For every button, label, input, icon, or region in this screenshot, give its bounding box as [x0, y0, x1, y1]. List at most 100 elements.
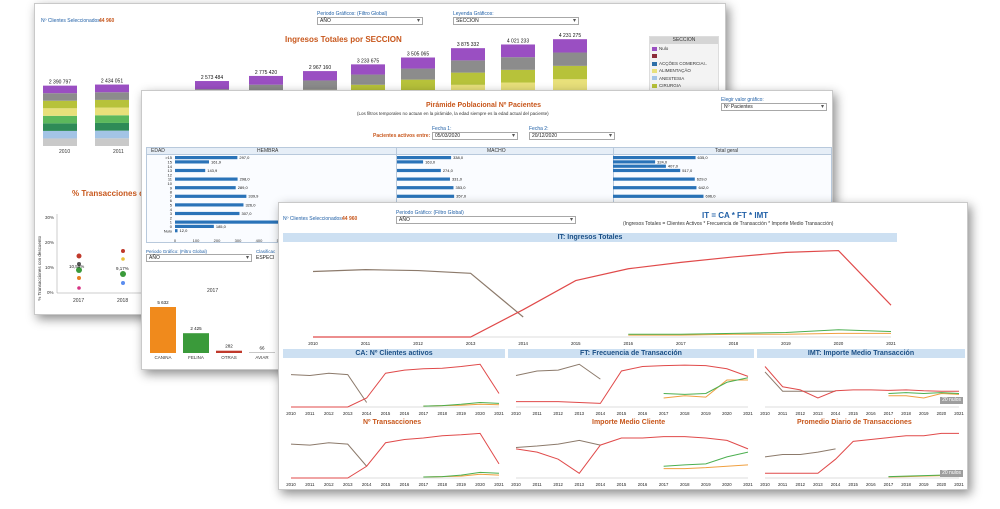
clientes-seleccionados-value: 44 960	[99, 18, 115, 24]
leyenda-label: Leyenda Gráficos:	[453, 11, 494, 17]
leyenda-select[interactable]: SECCION	[453, 17, 579, 25]
year-tick: 2013	[343, 411, 353, 416]
especie-bar-chart: 5 632 CANINA 2 425 FELINA 282 OTRAS 66 AVIAR	[150, 300, 275, 360]
bar-value-label: 2 390 797	[49, 80, 71, 86]
total-value-label: 517,0	[682, 168, 693, 173]
age-label: 6	[170, 198, 173, 203]
red-series-line	[516, 364, 749, 404]
promedio-diario-panel: Promedio Diario de Transacciones 2010 201…	[757, 418, 965, 488]
nulos-badge: 20 nulos	[940, 397, 963, 404]
periodo-select[interactable]: AÑO	[146, 254, 252, 262]
pct-point	[120, 271, 126, 277]
periodo-select[interactable]: AÑO	[317, 17, 423, 25]
year-tick: 2016	[400, 411, 410, 416]
clasificacion-value[interactable]: ESPECI	[256, 255, 275, 261]
ft-frecuencia-line-chart: 2010 2011 2012 2013 2014 2015 2016 2017 2018 2019…	[511, 363, 753, 416]
year-tick: 2021	[494, 482, 504, 487]
piramide-title: Pirámide Poblacional Nº Pacientes	[426, 102, 541, 109]
hembra-value-label: 298,0	[240, 177, 251, 182]
year-tick: 2019	[919, 482, 929, 487]
legend-item[interactable]: ACÇÕES COMERCIAI..	[652, 61, 707, 66]
stack-segment	[501, 69, 535, 83]
legend-item[interactable]: ANESTESIA	[652, 76, 684, 81]
year-tick: 2010	[511, 411, 521, 416]
elegir-valor-select[interactable]: Nº Pacientes	[721, 103, 827, 111]
year-tick: 2016	[400, 482, 410, 487]
age-label: 7	[170, 194, 173, 199]
age-label: 8	[170, 190, 173, 195]
year-tick: 2017	[73, 298, 85, 304]
year-tick: 2017	[419, 482, 429, 487]
especie-value-label: 66	[259, 345, 265, 350]
year-tick: 2014	[596, 482, 606, 487]
panel-title: CA: Nº Clientes activos	[283, 349, 505, 358]
brown-series-line	[290, 372, 368, 403]
legend-item[interactable]: Nulo	[652, 46, 668, 51]
legend-item[interactable]: CIRURGIA	[652, 83, 681, 88]
legend-item[interactable]	[652, 53, 659, 59]
macho-bar	[397, 168, 441, 173]
year-tick: 2018	[680, 411, 690, 416]
year-tick: 2011	[532, 482, 542, 487]
periodo-label: Periodo Gráfico: (Filtro Global)	[396, 210, 464, 216]
year-tick: 2011	[778, 482, 788, 487]
hembra-value-label: 12,0	[180, 228, 189, 233]
year-tick: 2020	[475, 482, 485, 487]
clientes-seleccionados-label: Nº Clientes Seleccionados:	[41, 18, 102, 24]
stack-segment	[95, 99, 129, 108]
especie-bar	[216, 350, 242, 353]
year-tick: 2019	[456, 411, 466, 416]
panel-title: Promedio Diario de Transacciones	[797, 419, 912, 426]
year-tick: 2019	[781, 341, 791, 346]
year-tick: 2016	[638, 482, 648, 487]
year-tick: 2018	[901, 411, 911, 416]
year-tick: 2015	[381, 411, 391, 416]
pct-data-label: 10,59%	[69, 264, 85, 269]
nulos-badge: 20 nulos	[940, 470, 963, 477]
year-tick: 2013	[813, 482, 823, 487]
n-transacciones-line-chart: 2010 2011 2012 2013 2014 2015 2016 2017 2018 2019…	[286, 432, 504, 487]
stack-segment	[553, 39, 587, 53]
x-axis-tick: 300	[235, 238, 242, 243]
age-label: 10	[168, 181, 173, 186]
ca-clientes-panel: CA: Nº Clientes activos 2010 2011 2012 2013…	[283, 349, 505, 417]
macho-value-label: 338,0	[453, 155, 464, 160]
ca-clientes-line-chart: 2010 2011 2012 2013 2014 2015 2016 2017 2018 2019…	[286, 363, 504, 416]
year-tick: 2011	[361, 341, 371, 346]
pct-data-label: 9,17%	[116, 266, 129, 271]
age-label: 13	[168, 168, 173, 173]
year-tick: 2019	[701, 411, 711, 416]
legend-label: ALIMENTAÇÃO	[659, 68, 691, 74]
macho-header: MACHO	[487, 148, 506, 154]
periodo-select[interactable]: AÑO	[396, 216, 576, 224]
age-label: 11	[168, 177, 173, 182]
hembra-value-label: 289,0	[238, 185, 249, 190]
green-series-line	[628, 329, 892, 335]
especie-bar	[183, 333, 209, 353]
brown-series-line	[312, 269, 524, 318]
red-series-line	[313, 249, 892, 338]
fecha2-input[interactable]: 20/12/2020	[529, 132, 615, 140]
year-tick: 2019	[919, 411, 929, 416]
periodo-label: Periodo Gráfico: (Filtro Global)	[146, 249, 208, 254]
year-tick: 2010	[286, 411, 296, 416]
macho-bar	[397, 177, 450, 181]
total-value-label: 642,0	[698, 185, 709, 190]
hembra-header: HEMBRA	[257, 148, 279, 154]
legend-swatch	[652, 69, 657, 73]
year-tick: 2013	[343, 482, 353, 487]
green-series-line	[888, 392, 960, 395]
brown-series-line	[515, 363, 601, 380]
year-tick: 2014	[362, 482, 372, 487]
legend-item[interactable]: ALIMENTAÇÃO	[652, 68, 691, 73]
red-series-line	[764, 366, 959, 399]
stack-segment	[95, 130, 129, 139]
year-tick: 2017	[419, 411, 429, 416]
age-label: 9	[170, 185, 173, 190]
bar-value-label: 3 875 332	[457, 42, 479, 48]
fecha1-input[interactable]: 05/03/2020	[432, 132, 518, 140]
age-header: EDAD	[151, 148, 165, 154]
ft-frecuencia-panel: FT: Frecuencia de Transacción 2010 2011 20…	[508, 349, 754, 417]
stack-segment	[43, 138, 77, 146]
total-value-label: 629,0	[697, 177, 708, 182]
